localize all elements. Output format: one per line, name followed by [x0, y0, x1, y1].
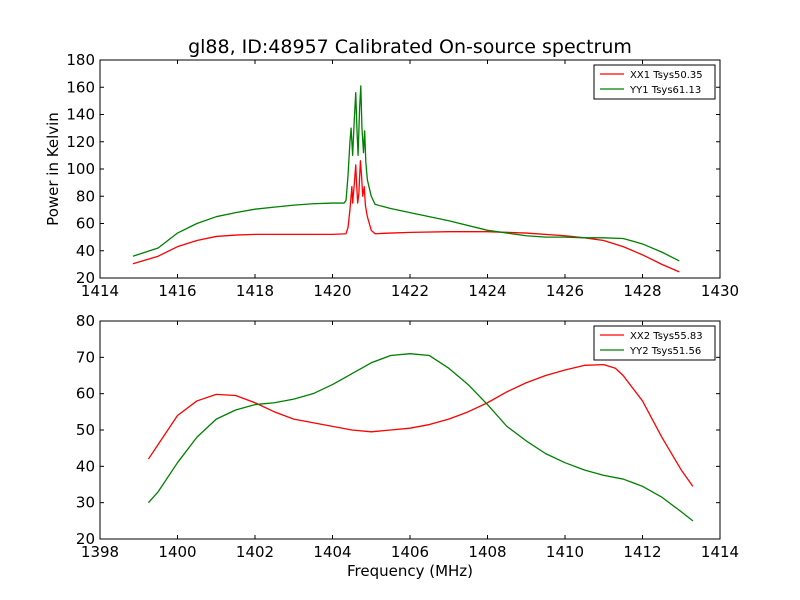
bottom-x-tick-label: 1412 [623, 543, 661, 561]
top-y-tick-label: 120 [66, 133, 95, 151]
top-x-tick-label: 1424 [468, 282, 506, 300]
bottom-x-tick-label: 1400 [158, 543, 196, 561]
top-x-tick-label: 1418 [236, 282, 274, 300]
bottom-x-axis: 1398 1400 1402 1404 1406 1408 1410 1412 1414 [81, 321, 739, 561]
bottom-y-tick-label: 30 [76, 494, 95, 512]
bottom-legend: XX2 Tsys55.83 YY2 Tsys51.56 [593, 325, 716, 361]
bottom-series-line-yy2 [147, 353, 694, 522]
bottom-y-tick-label: 60 [76, 385, 95, 403]
top-y-tick-label: 40 [76, 242, 95, 260]
top-y-axis: 20 40 60 80 100 120 140 160 180 [66, 51, 720, 287]
top-y-tick-label: 80 [76, 187, 95, 205]
chart-title: gl88, ID:48957 Calibrated On-source spec… [188, 36, 632, 58]
bottom-series-line-xx2 [147, 363, 694, 487]
top-y-tick-label: 100 [66, 160, 95, 178]
bottom-y-tick-label: 70 [76, 348, 95, 366]
bottom-y-tick-label: 80 [76, 312, 95, 330]
bottom-y-tick-label: 40 [76, 457, 95, 475]
bottom-x-tick-label: 1398 [81, 543, 119, 561]
bottom-x-tick-label: 1410 [546, 543, 584, 561]
top-series-line-yy1 [132, 85, 680, 262]
top-series-line-xx1 [132, 160, 680, 273]
bottom-y-axis: 20 30 40 50 60 70 80 [76, 312, 720, 548]
bottom-x-tick-label: 1402 [236, 543, 274, 561]
top-y-axis-label: Power in Kelvin [44, 112, 62, 226]
top-legend-box [593, 64, 716, 100]
bottom-y-tick-label: 20 [76, 530, 95, 548]
bottom-legend-label-xx2: XX2 Tsys55.83 [630, 331, 703, 342]
bottom-legend-box [593, 325, 716, 361]
top-x-axis: 1414 1416 1418 1420 1422 1424 1426 1428 1430 [81, 60, 739, 300]
bottom-x-axis-label: Frequency (MHz) [347, 562, 473, 580]
top-y-tick-label: 140 [66, 106, 95, 124]
bottom-panel: 1398 1400 1402 1404 1406 1408 1410 1412 1414 20 3… [76, 312, 739, 580]
top-x-tick-label: 1422 [391, 282, 429, 300]
top-panel: 1414 1416 1418 1420 1422 1424 1426 1428 1430 20 4… [44, 51, 739, 300]
bottom-x-tick-label: 1404 [313, 543, 351, 561]
top-x-tick-label: 1430 [701, 282, 739, 300]
top-y-tick-label: 160 [66, 78, 95, 96]
bottom-x-tick-label: 1408 [468, 543, 506, 561]
top-legend-label-xx1: XX1 Tsys50.35 [630, 70, 703, 81]
bottom-legend-label-yy2: YY2 Tsys51.56 [629, 346, 701, 357]
top-x-tick-label: 1426 [546, 282, 584, 300]
top-x-tick-label: 1428 [623, 282, 661, 300]
top-legend-label-yy1: YY1 Tsys61.13 [629, 85, 701, 96]
bottom-y-tick-label: 50 [76, 421, 95, 439]
top-y-tick-label: 60 [76, 215, 95, 233]
bottom-x-tick-label: 1414 [701, 543, 739, 561]
top-y-tick-label: 20 [76, 269, 95, 287]
top-legend: XX1 Tsys50.35 YY1 Tsys61.13 [593, 64, 716, 100]
top-y-tick-label: 180 [66, 51, 95, 69]
top-x-tick-label: 1416 [158, 282, 196, 300]
top-x-tick-label: 1420 [313, 282, 351, 300]
top-x-tick-label: 1414 [81, 282, 119, 300]
bottom-series-group [147, 353, 694, 522]
top-series-group [132, 85, 680, 273]
bottom-x-tick-label: 1406 [391, 543, 429, 561]
